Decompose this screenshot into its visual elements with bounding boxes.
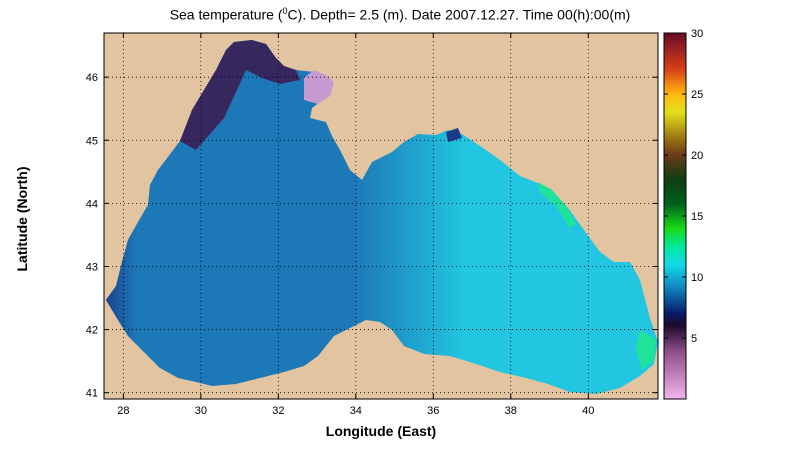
- plot-frame: [103, 32, 659, 400]
- colorbar-tick-label-5: 30: [691, 28, 703, 40]
- colorbar-tick-label-2: 15: [691, 211, 703, 223]
- sea-main-body: [106, 40, 658, 394]
- chart-title: Sea temperature (0C). Depth= 2.5 (m). Da…: [169, 6, 631, 23]
- colorbar-tick-label-3: 20: [691, 150, 703, 162]
- colorbar-tick-label-0: 5: [691, 333, 697, 345]
- georgian-coast-warm: [538, 182, 576, 228]
- x-tick-label-0: 28: [117, 405, 129, 417]
- y-tick-label-1: 42: [86, 325, 98, 337]
- y-axis-label: Latitude (North): [14, 166, 30, 272]
- y-tick-label-5: 46: [86, 72, 98, 84]
- sea-western-coast: [106, 141, 196, 368]
- x-tick-label-4: 36: [427, 405, 439, 417]
- y-tick-label-3: 44: [86, 198, 98, 210]
- x-tick-label-5: 38: [505, 405, 517, 417]
- southeast-coast-warm: [636, 330, 656, 370]
- northwestern-shelf: [180, 40, 300, 150]
- colorbar-tick-label-1: 10: [691, 272, 703, 284]
- x-tick-label-2: 32: [272, 405, 284, 417]
- colorbar-tick-label-4: 25: [691, 89, 703, 101]
- y-tick-label-2: 43: [86, 261, 98, 273]
- colorbar-ticks: 5 10 15 20 25 30: [664, 28, 703, 345]
- y-tick-label-0: 41: [86, 388, 98, 400]
- x-tick-label-3: 34: [350, 405, 362, 417]
- grid-lines: [104, 33, 658, 399]
- sea-water: [106, 40, 658, 394]
- y-tick-label-4: 45: [86, 135, 98, 147]
- kerch-plume: [304, 70, 334, 104]
- x-axis-label: Longitude (East): [325, 423, 437, 439]
- y-axis-ticks: 41 42 43 44 45 46: [86, 72, 658, 400]
- x-tick-label-1: 30: [195, 405, 207, 417]
- x-axis-ticks: 28 30 32 34 36 38 40: [117, 33, 594, 417]
- x-tick-label-6: 40: [582, 405, 594, 417]
- crimea-cold: [446, 128, 462, 142]
